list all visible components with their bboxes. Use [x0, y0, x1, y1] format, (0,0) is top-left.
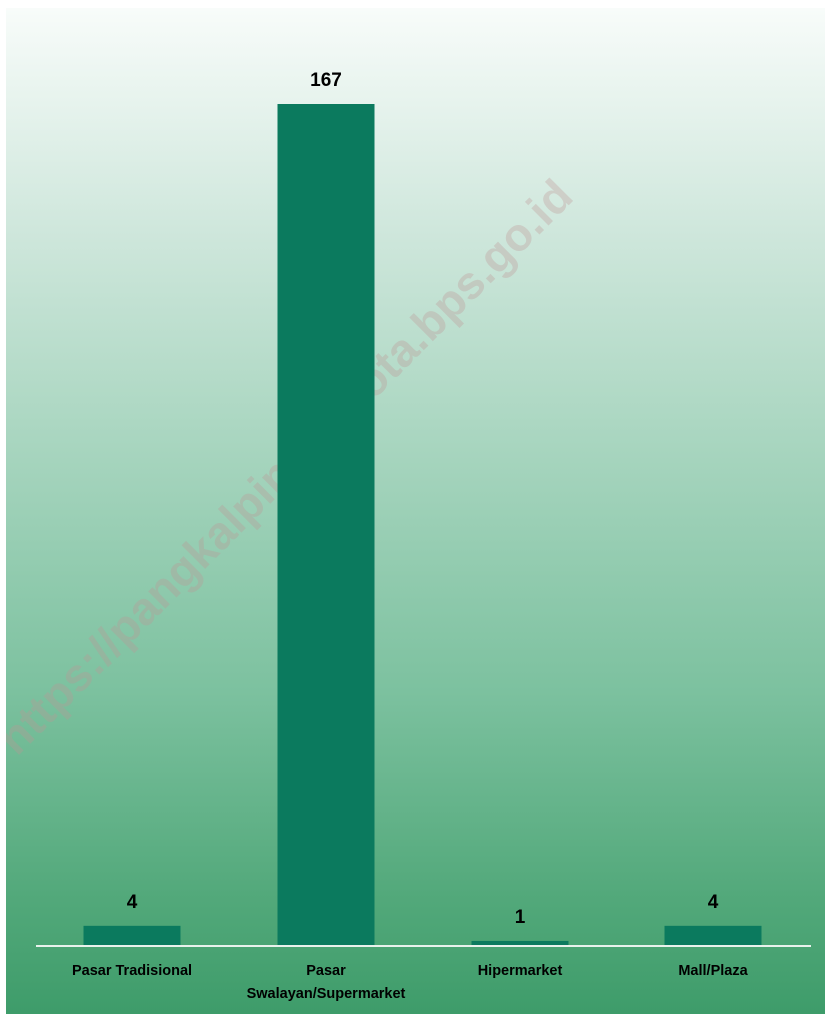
category-label-4: Mall/Plaza — [678, 963, 748, 979]
bar-4 — [664, 925, 762, 946]
bar-2 — [277, 104, 375, 946]
data-label-2: 167 — [310, 70, 342, 91]
data-label-3: 1 — [515, 907, 526, 928]
chart-area: https://pangkalpinangkota.bps.go.id 4Pas… — [6, 8, 825, 1014]
bar-chart: https://pangkalpinangkota.bps.go.id 4Pas… — [6, 70, 811, 1002]
category-label-1: Pasar Tradisional — [72, 963, 192, 979]
bar-3 — [471, 940, 569, 946]
category-label-2-line-2: Swalayan/Supermarket — [247, 986, 406, 1002]
category-label-2-line-1: Pasar — [306, 963, 346, 979]
data-label-4: 4 — [708, 892, 719, 913]
category-label-3: Hipermarket — [478, 963, 563, 979]
bar-1 — [83, 925, 181, 946]
data-label-1: 4 — [127, 892, 138, 913]
